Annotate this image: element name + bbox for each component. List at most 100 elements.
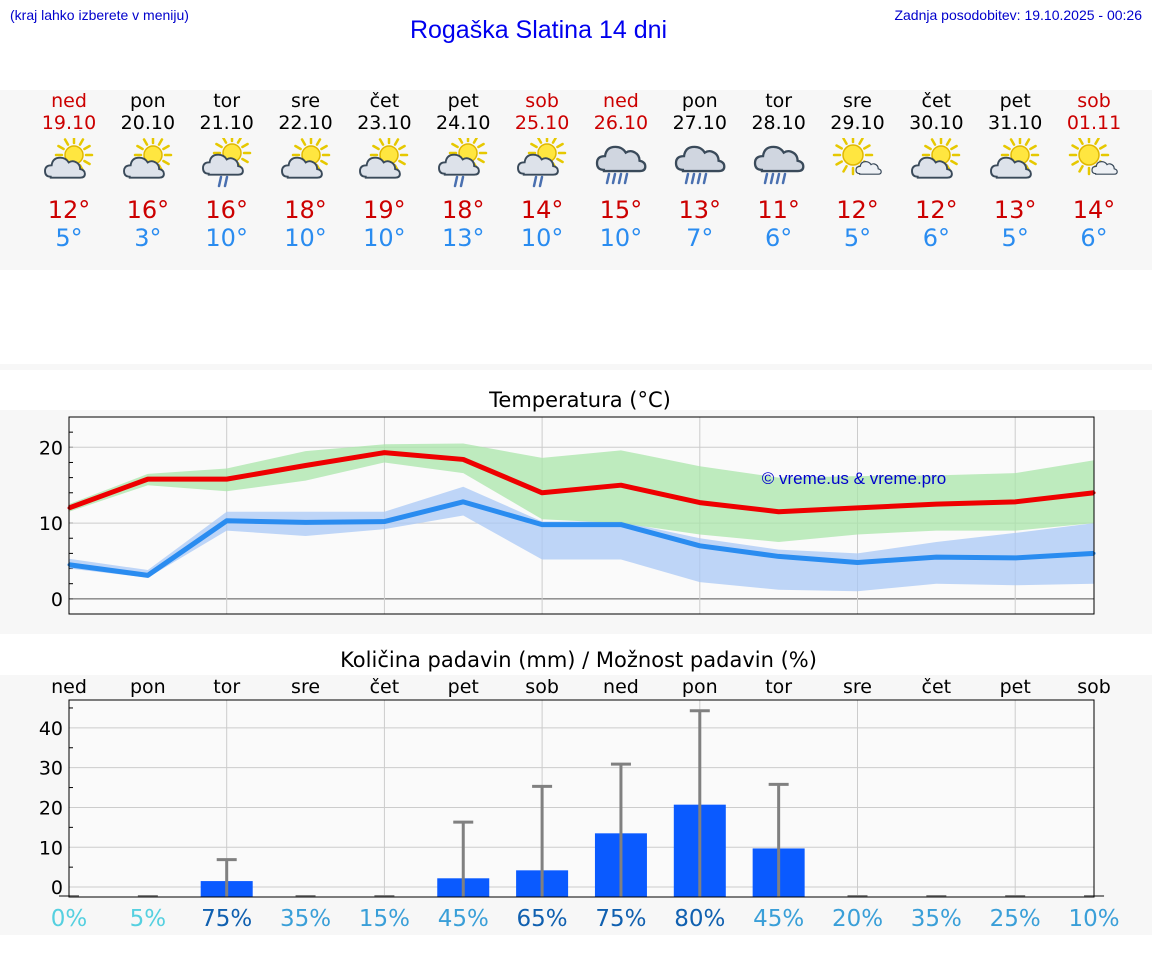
data-point (146, 477, 150, 481)
data-point (461, 457, 465, 461)
precipitation-probability: 45% (753, 906, 804, 932)
max-temperature: 12° (47, 196, 91, 224)
day-column: tor 28.10 11° 6° (739, 90, 819, 252)
min-temperature: 6° (1080, 224, 1108, 252)
data-point (619, 523, 623, 527)
min-temperature: 6° (922, 224, 950, 252)
day-name: ned (603, 90, 639, 112)
x-category-label: sob (525, 676, 559, 698)
day-date: 26.10 (593, 112, 649, 134)
day-date: 27.10 (672, 112, 727, 134)
max-temperature: 13° (678, 196, 722, 224)
location-hint: (kraj lahko izberete v meniju) (10, 7, 189, 23)
day-column: pet 24.10 18° 13° (423, 90, 503, 252)
min-temperature: 6° (765, 224, 793, 252)
min-temperature: 5° (1001, 224, 1029, 252)
section-divider (0, 364, 1152, 370)
data-point (856, 506, 859, 510)
data-point (777, 510, 781, 514)
data-point (225, 519, 229, 523)
day-name: tor (765, 90, 793, 112)
data-point (619, 483, 623, 487)
sun-small-cloud-icon (818, 138, 898, 190)
day-date: 21.10 (199, 112, 254, 134)
data-point (540, 523, 544, 527)
min-temperature: 5° (843, 224, 872, 252)
max-temperature-band (69, 443, 1095, 543)
data-point (146, 573, 150, 577)
y-tick-label: 40 (39, 718, 63, 740)
min-temperature: 5° (55, 224, 83, 252)
partly-cloudy-icon (975, 138, 1055, 190)
min-temperature-band (69, 486, 1095, 592)
min-temperature: 10° (363, 224, 406, 252)
partly-cloudy-rain-icon (187, 138, 267, 190)
max-temperature: 14° (1072, 196, 1116, 224)
y-tick-label: 10 (39, 513, 63, 535)
day-name: pon (681, 90, 718, 112)
day-column: pet 31.10 13° 5° (975, 90, 1055, 252)
x-category-label: ned (603, 676, 639, 698)
x-category-label: tor (765, 676, 792, 698)
day-name: sob (525, 90, 559, 112)
plot-border (68, 416, 1095, 615)
y-tick-label: 30 (39, 758, 63, 780)
data-point (461, 500, 465, 504)
day-date: 19.10 (41, 112, 97, 134)
day-column: čet 30.10 12° 6° (896, 90, 976, 252)
precipitation-probability: 25% (990, 906, 1041, 932)
data-point (1013, 556, 1017, 560)
day-date: 20.10 (120, 112, 176, 134)
max-temperature: 15° (599, 196, 643, 224)
data-point (304, 463, 308, 467)
y-tick-label: 20 (39, 797, 63, 819)
max-temperature: 12° (836, 196, 879, 224)
day-date: 28.10 (751, 112, 806, 134)
day-name: pon (129, 90, 166, 112)
max-temperature: 11° (757, 196, 800, 224)
day-date: 01.11 (1066, 112, 1122, 134)
day-column: čet 23.10 19° 10° (344, 90, 424, 252)
data-point (934, 502, 938, 506)
precipitation-probability: 20% (832, 906, 883, 932)
precipitation-probability: 45% (438, 906, 489, 932)
x-category-label: pon (130, 676, 166, 698)
y-tick-label: 10 (39, 837, 63, 859)
day-date: 22.10 (278, 112, 333, 134)
day-date: 31.10 (987, 112, 1043, 134)
day-name: tor (213, 90, 241, 112)
data-point (777, 554, 781, 558)
data-point (1013, 500, 1017, 504)
day-column: sre 22.10 18° 10° (266, 90, 346, 252)
partly-cloudy-rain-icon (423, 138, 503, 190)
precipitation-probability: 35% (911, 906, 962, 932)
data-point (382, 451, 386, 455)
precipitation-probability: 5% (130, 906, 167, 932)
data-point (304, 520, 308, 524)
x-category-label: tor (213, 676, 240, 698)
x-category-label: čet (370, 676, 400, 698)
day-name: sob (1077, 90, 1111, 112)
plot-area (69, 700, 1094, 897)
precipitation-probability: 75% (595, 906, 646, 932)
data-point (698, 544, 702, 548)
x-category-label: ned (51, 676, 87, 698)
y-tick-label: 20 (39, 437, 63, 459)
y-tick-label: 0 (51, 877, 63, 899)
min-temperature: 10° (284, 224, 327, 252)
y-tick-label: 0 (51, 589, 63, 611)
max-temperature: 19° (363, 196, 406, 224)
day-column: ned 19.10 12° 5° (29, 90, 109, 252)
partly-cloudy-icon (344, 138, 424, 190)
min-temperature: 10° (599, 224, 643, 252)
max-temperature: 13° (993, 196, 1037, 224)
day-column: pon 27.10 13° 7° (660, 90, 740, 252)
data-point (698, 501, 702, 505)
day-date: 30.10 (909, 112, 964, 134)
x-category-label: pon (682, 676, 718, 698)
data-point (382, 520, 386, 524)
data-point (934, 555, 938, 559)
precipitation-probability: 10% (1068, 906, 1119, 932)
partly-cloudy-icon (266, 138, 346, 190)
day-date: 24.10 (436, 112, 491, 134)
